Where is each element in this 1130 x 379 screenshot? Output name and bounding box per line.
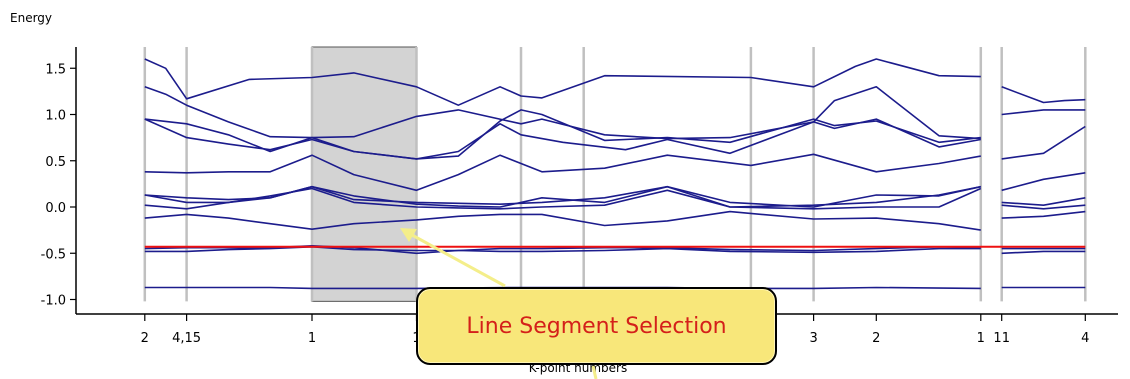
axes — [75, 47, 1118, 315]
band-line — [1001, 210, 1086, 219]
y-axis-title: Energy — [10, 11, 52, 25]
x-tick-label: 3 — [809, 331, 817, 346]
band-line — [144, 210, 981, 231]
x-tick-label: 1 — [977, 331, 985, 346]
band-line — [144, 118, 981, 160]
band-line — [144, 185, 981, 208]
callout-arrow — [411, 233, 506, 288]
y-tick-label: 1.5 — [45, 62, 66, 77]
band-line — [144, 86, 981, 140]
band-line — [144, 246, 981, 254]
band-line — [144, 187, 982, 210]
band-line — [1001, 109, 1086, 116]
y-tick-label: 0.5 — [45, 155, 66, 170]
y-tick-label: -1.0 — [41, 294, 66, 309]
line-segment-selection-callout: Line Segment Selection — [416, 287, 777, 365]
band-line — [144, 58, 981, 106]
callout-arrowhead — [400, 228, 417, 242]
y-tick-label: 1.0 — [45, 109, 66, 124]
band-line — [144, 153, 981, 192]
x-tick-label: 11 — [993, 331, 1010, 346]
band-line — [1001, 204, 1086, 210]
callout-arrow-tail — [591, 365, 598, 379]
band-line — [1001, 86, 1086, 104]
x-tick-label: 2 — [872, 331, 880, 346]
tick-labels: 1.51.00.50.0-0.5-1.024,1511321114 — [41, 62, 1090, 346]
band-line — [144, 109, 981, 160]
y-tick-label: 0.0 — [45, 201, 66, 216]
y-tick-label: -0.5 — [41, 247, 66, 262]
energy-bands — [144, 58, 1086, 290]
band-line — [1001, 172, 1086, 192]
band-line — [1001, 197, 1086, 206]
x-tick-label: 1 — [308, 331, 316, 346]
selected-segment[interactable] — [311, 46, 417, 302]
x-tick-label: 4 — [1081, 331, 1089, 346]
band-line — [1001, 125, 1086, 160]
kpoint-divider-lines — [143, 47, 1087, 302]
band-line — [1001, 250, 1086, 255]
x-tick-label: 2 — [141, 331, 149, 346]
x-tick-label: 4,15 — [172, 331, 201, 346]
callout-text: Line Segment Selection — [466, 313, 727, 339]
